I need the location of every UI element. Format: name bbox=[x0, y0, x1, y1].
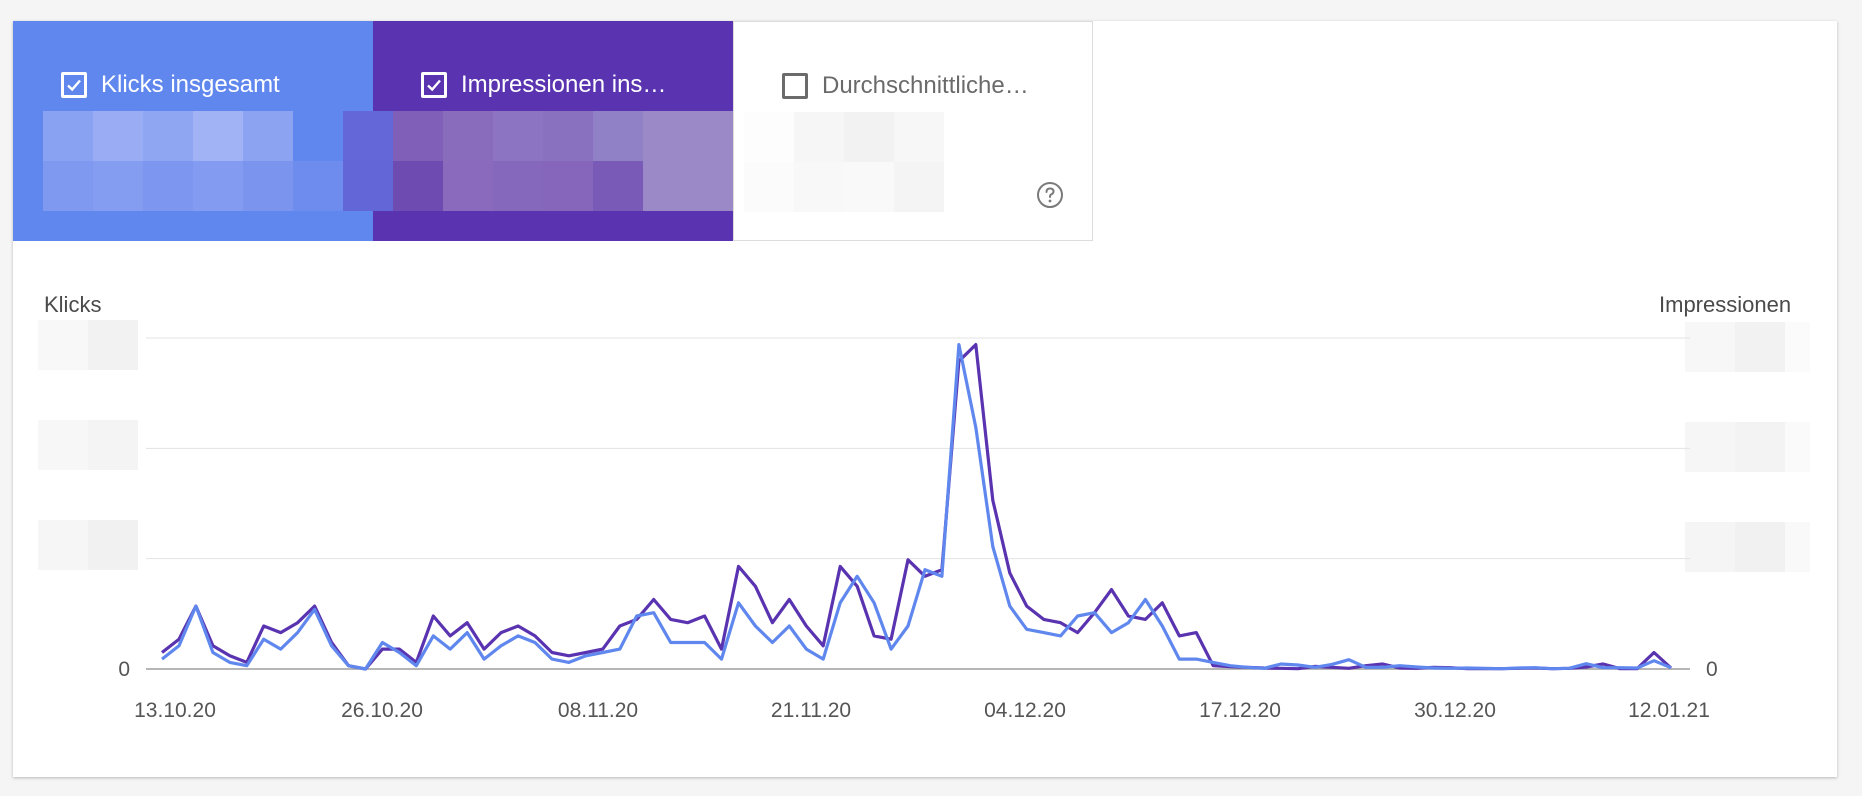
metric-impressions-value-obscured-edge bbox=[643, 111, 733, 211]
metric-impressions-value-obscured bbox=[343, 111, 643, 211]
question-circle-icon[interactable] bbox=[1036, 181, 1064, 209]
x-tick-label: 04.12.20 bbox=[984, 699, 1066, 722]
y-axis-left-title: Klicks bbox=[44, 292, 102, 317]
series-line-klicks bbox=[161, 343, 1672, 671]
series-line-impressionen bbox=[161, 343, 1673, 671]
ctr-checkbox[interactable] bbox=[782, 73, 808, 99]
y-axis-right-title: Impressionen bbox=[1659, 292, 1792, 317]
right-axis-obscured-ticks bbox=[1685, 322, 1810, 572]
metric-impressions-card[interactable]: Impressionen ins… bbox=[343, 21, 733, 241]
metric-clicks-value-obscured bbox=[43, 111, 343, 211]
clicks-checkbox[interactable] bbox=[61, 72, 87, 98]
x-tick-label: 12.01.21 bbox=[1628, 699, 1710, 722]
check-icon bbox=[67, 79, 81, 92]
performance-card: Klicks insgesamt Impressionen ins… Durch… bbox=[13, 21, 1837, 777]
x-tick-label: 13.10.20 bbox=[134, 699, 216, 722]
x-tick-label: 08.11.20 bbox=[558, 699, 638, 722]
check-icon bbox=[427, 79, 441, 92]
x-tick-label: 21.11.20 bbox=[771, 699, 851, 722]
left-axis-obscured-ticks bbox=[38, 320, 138, 570]
x-axis-ticks: 13.10.20 26.10.20 08.11.20 21.11.20 04.12.20… bbox=[134, 699, 1710, 722]
metric-clicks-label: Klicks insgesamt bbox=[101, 71, 280, 98]
x-tick-label: 30.12.20 bbox=[1414, 699, 1496, 722]
impressions-checkbox[interactable] bbox=[421, 72, 447, 98]
series-layer bbox=[161, 343, 1673, 671]
x-tick-label: 26.10.20 bbox=[341, 699, 423, 722]
metric-ctr-value-obscured bbox=[744, 112, 1044, 212]
y-left-zero-label: 0 bbox=[118, 658, 130, 681]
metric-ctr-label: Durchschnittliche… bbox=[822, 72, 1029, 99]
y-right-zero-label: 0 bbox=[1706, 658, 1718, 681]
gridlines bbox=[146, 337, 1690, 670]
metric-impressions-label: Impressionen ins… bbox=[461, 71, 667, 98]
x-tick-label: 17.12.20 bbox=[1199, 699, 1281, 722]
metric-clicks-card[interactable]: Klicks insgesamt bbox=[13, 21, 373, 241]
metric-ctr-card[interactable]: Durchschnittliche… bbox=[733, 21, 1093, 241]
